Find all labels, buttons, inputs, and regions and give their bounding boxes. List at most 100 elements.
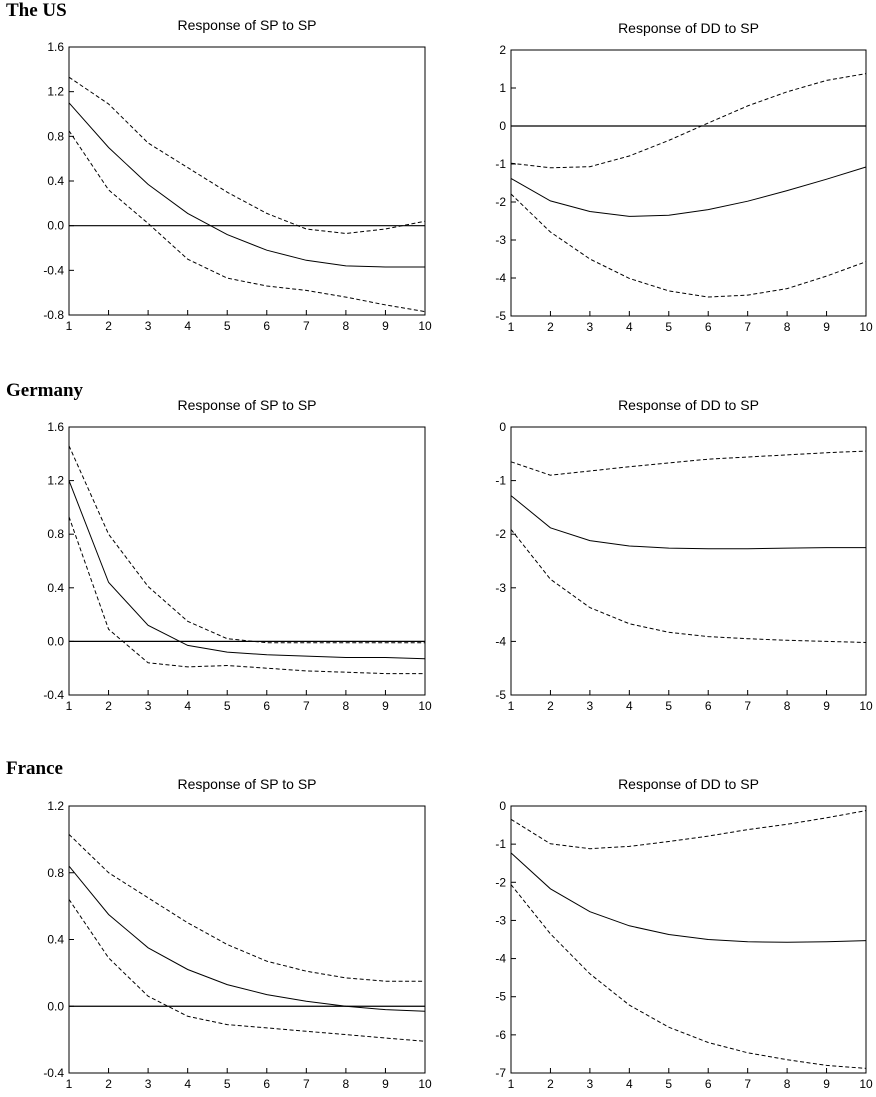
us-dd-x-tick-label: 4	[626, 320, 633, 334]
fr-dd-x-tick-label: 6	[705, 1077, 712, 1091]
fr-sp-x-tick-label: 6	[263, 1077, 270, 1091]
de-dd-x-tick-label: 2	[547, 699, 554, 713]
us-dd-response-chart: Response of DD to SP -5 -4 -3 -2 -1 0 1 2 1 2 3 4 5 6 7…	[495, 20, 873, 334]
us-dd-x-tick-label: 10	[859, 320, 873, 334]
us-dd-x-tick-label: 6	[705, 320, 712, 334]
us-dd-x-tick-label: 5	[665, 320, 672, 334]
de-sp-y-tick-label: 1.2	[47, 474, 64, 488]
de-dd-response-line	[510, 495, 866, 550]
fr-sp-x-tick-label: 8	[343, 1077, 350, 1091]
de-sp-x-tick-label: 3	[145, 699, 152, 713]
de-dd-x-tick-label: 3	[587, 699, 594, 713]
de-dd-x-tick-label: 4	[626, 699, 633, 713]
us-sp-x-tick-label: 6	[263, 319, 270, 333]
us-sp-x-tick-label: 10	[418, 319, 432, 333]
de-sp-x-tick-label: 1	[66, 699, 73, 713]
us-dd-y-tick-label: 0	[499, 119, 506, 133]
de-sp-x-tick-label: 10	[418, 699, 432, 713]
de-sp-y-tick-label: 0.8	[47, 527, 64, 541]
us-dd-x-tick-label: 2	[547, 320, 554, 334]
de-dd-lower-band-line	[510, 529, 867, 643]
us-dd-plot-frame	[510, 49, 867, 317]
fr-sp-y-tick-label: 0.0	[47, 999, 64, 1013]
de-dd-chart-title: Response of DD to SP	[618, 397, 759, 413]
de-dd-y-tick-label: -5	[495, 688, 506, 702]
france-sp-response-chart: Response of SP to SP -0.4 0.0 0.4 0.8 1.2 1 2 3 4…	[43, 776, 432, 1091]
us-sp-x-tick-label: 7	[303, 319, 310, 333]
fr-dd-x-tick-label: 10	[859, 1077, 873, 1091]
us-sp-y-tick-label: -0.8	[43, 308, 64, 322]
de-sp-x-tick-label: 8	[343, 699, 350, 713]
us-sp-response-chart: Response of SP to SP -0.8 -0.4 0.0 0.4 0.8 1.2…	[43, 17, 432, 333]
de-sp-x-tick-label: 2	[105, 699, 112, 713]
fr-sp-y-tick-label: 0.4	[47, 933, 64, 947]
de-dd-upper-band-line	[510, 450, 867, 476]
us-dd-y-tick-label: -3	[495, 233, 506, 247]
us-dd-y-tick-label: -2	[495, 195, 506, 209]
us-sp-x-tick-label: 5	[224, 319, 231, 333]
us-sp-y-tick-label: -0.4	[43, 263, 64, 277]
fr-dd-x-tick-label: 2	[547, 1077, 554, 1091]
us-sp-y-tick-label: 0.8	[47, 129, 64, 143]
us-sp-y-tick-label: 0.0	[47, 219, 64, 233]
fr-dd-y-tick-label: -1	[495, 837, 506, 851]
fr-sp-plot-frame	[68, 805, 426, 1074]
us-sp-response-line	[68, 102, 425, 268]
group-label-us: The US	[6, 0, 67, 21]
us-dd-y-tick-label: -5	[495, 309, 506, 323]
de-dd-x-tick-label: 1	[508, 699, 515, 713]
de-sp-chart-title: Response of SP to SP	[177, 397, 316, 413]
us-sp-x-tick-label: 8	[343, 319, 350, 333]
de-sp-lower-band-line	[68, 516, 425, 675]
germany-dd-response-chart: Response of DD to SP -5 -4 -3 -2 -1 0 1 2 3 4 5 6 7 8 9…	[495, 397, 873, 713]
de-dd-x-tick-label: 10	[859, 699, 873, 713]
fr-sp-y-tick-label: -0.4	[43, 1066, 64, 1080]
us-dd-x-tick-label: 8	[784, 320, 791, 334]
us-sp-upper-band-line	[68, 76, 426, 235]
us-sp-y-tick-label: 1.2	[47, 85, 64, 99]
fr-sp-x-tick-label: 9	[382, 1077, 389, 1091]
fr-dd-y-tick-label: -2	[495, 875, 506, 889]
de-dd-x-tick-label: 7	[744, 699, 751, 713]
us-sp-x-tick-label: 3	[145, 319, 152, 333]
de-sp-y-tick-label: 1.6	[47, 420, 64, 434]
fr-dd-x-tick-label: 7	[744, 1077, 751, 1091]
fr-dd-y-tick-label: -7	[495, 1066, 506, 1080]
de-sp-x-tick-label: 6	[263, 699, 270, 713]
de-sp-response-line	[68, 480, 426, 660]
de-sp-x-tick-label: 7	[303, 699, 310, 713]
us-dd-lower-band-line	[510, 193, 867, 298]
us-sp-x-tick-label: 4	[184, 319, 191, 333]
us-dd-response-line	[510, 166, 867, 217]
fr-dd-x-tick-label: 8	[784, 1077, 791, 1091]
us-dd-y-tick-label: 1	[499, 81, 506, 95]
fr-dd-x-tick-label: 5	[665, 1077, 672, 1091]
de-sp-y-tick-label: 0.0	[47, 634, 64, 648]
fr-sp-y-tick-label: 1.2	[47, 799, 64, 813]
us-dd-x-tick-label: 7	[744, 320, 751, 334]
fr-dd-y-tick-label: -6	[495, 1028, 506, 1042]
fr-dd-y-tick-label: -3	[495, 913, 506, 927]
fr-dd-plot-frame	[510, 805, 867, 1074]
de-dd-y-tick-label: -2	[495, 527, 506, 541]
fr-dd-x-tick-label: 3	[587, 1077, 594, 1091]
de-dd-y-tick-label: 0	[499, 420, 506, 434]
fr-sp-upper-band-line	[68, 834, 425, 982]
de-dd-x-tick-label: 9	[823, 699, 830, 713]
fr-dd-x-tick-label: 4	[626, 1077, 633, 1091]
us-sp-plot-frame	[68, 46, 426, 316]
us-dd-chart-title: Response of DD to SP	[618, 20, 759, 36]
fr-sp-chart-title: Response of SP to SP	[177, 776, 316, 792]
fr-dd-lower-band-line	[510, 884, 867, 1069]
fr-sp-response-line	[68, 865, 426, 1012]
fr-sp-x-tick-label: 7	[303, 1077, 310, 1091]
fr-sp-lower-band-line	[68, 899, 426, 1042]
us-dd-x-tick-label: 1	[508, 320, 515, 334]
de-dd-x-tick-label: 6	[705, 699, 712, 713]
de-dd-x-tick-label: 5	[665, 699, 672, 713]
us-dd-y-tick-label: -4	[495, 271, 506, 285]
fr-dd-y-tick-label: -4	[495, 952, 506, 966]
us-sp-lower-band-line	[68, 130, 426, 313]
fr-sp-x-tick-label: 10	[418, 1077, 432, 1091]
